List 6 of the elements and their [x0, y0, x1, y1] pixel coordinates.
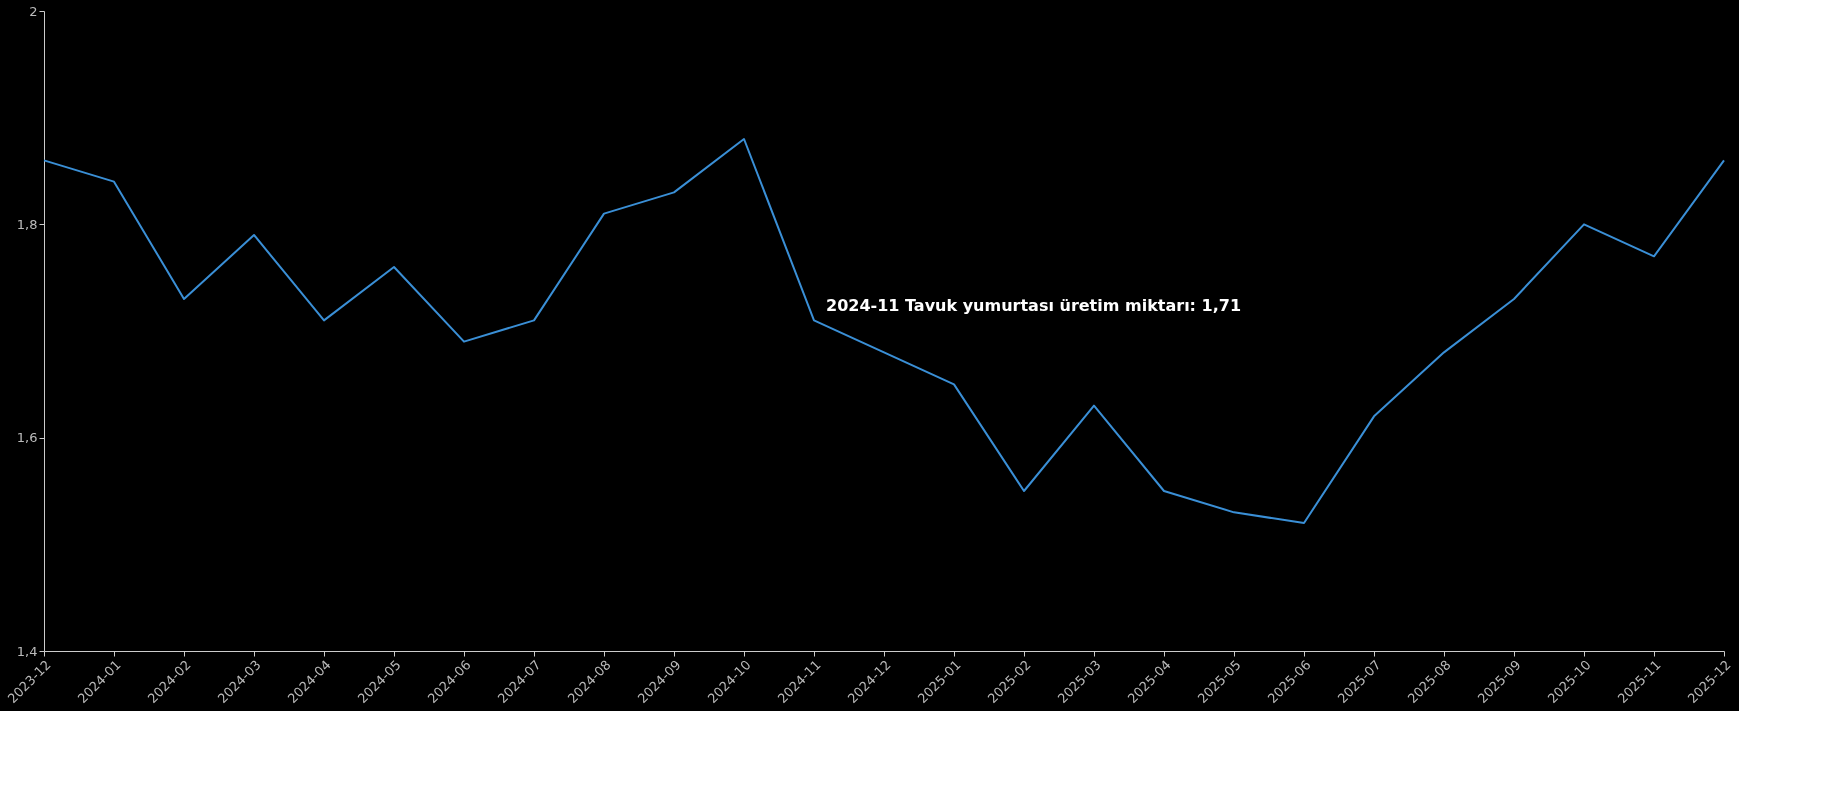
line-series	[43, 138, 1725, 524]
y-tick-label: 1,4	[16, 643, 38, 659]
annotation: 2024-11 Tavuk yumurtası üretim miktarı: 1,71	[826, 296, 1242, 316]
y-tick-label: 1,8	[16, 216, 38, 232]
y-tick-label: 1,6	[16, 430, 38, 446]
y-tick-label: 2	[29, 3, 38, 19]
